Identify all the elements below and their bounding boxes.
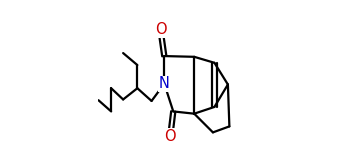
Text: O: O [155,22,166,37]
Text: N: N [159,76,170,91]
Text: O: O [165,129,176,144]
